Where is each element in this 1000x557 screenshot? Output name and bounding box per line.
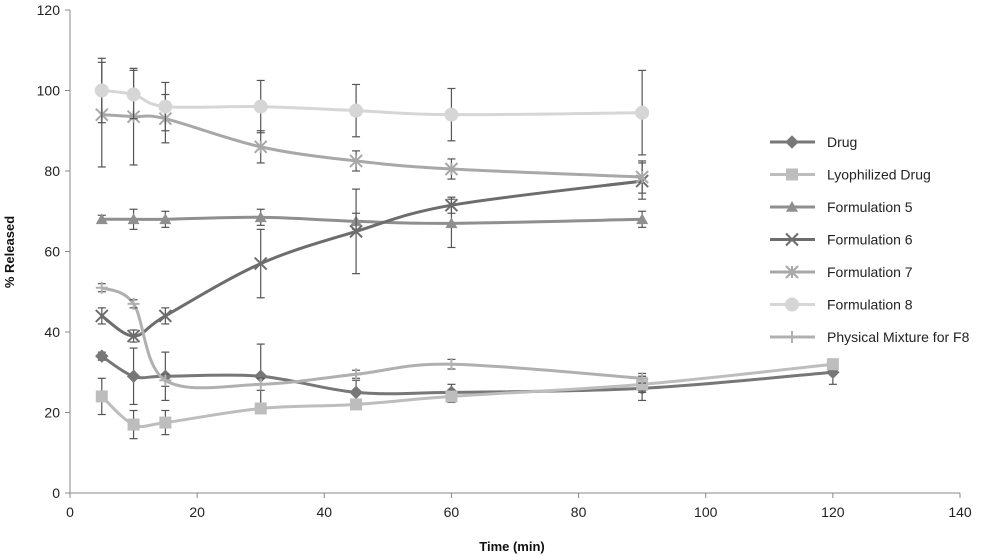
data-point (786, 331, 798, 343)
legend-item: Lyophilized Drug (770, 167, 931, 183)
legend-label: Drug (827, 134, 857, 150)
series-line (101, 286, 643, 390)
data-point (636, 213, 649, 225)
data-point (636, 372, 649, 385)
legend-label: Formulation 7 (827, 264, 913, 280)
data-point (127, 213, 140, 225)
data-point (253, 99, 268, 114)
data-point (785, 232, 799, 247)
x-ticks: 0 20 40 60 80 100 120 140 (66, 493, 972, 520)
data-point (159, 213, 172, 225)
x-tick-label: 20 (189, 504, 205, 520)
data-point (254, 402, 267, 415)
legend-label: Formulation 6 (827, 232, 913, 248)
data-point (126, 369, 141, 383)
y-axis-title: % Released (2, 216, 17, 288)
x-tick-label: 40 (316, 504, 332, 520)
legend-item: Formulation 8 (770, 297, 913, 313)
legend-item: Drug (770, 134, 857, 150)
data-point (127, 418, 140, 431)
x-tick-label: 120 (821, 504, 845, 520)
legend-label: Physical Mixture for F8 (827, 329, 970, 345)
data-point (635, 170, 649, 184)
data-point (635, 105, 650, 120)
data-point (786, 201, 798, 212)
plot-area (94, 57, 840, 440)
data-point (785, 265, 799, 279)
x-tick-label: 140 (948, 504, 972, 520)
series-formulation-7 (95, 61, 649, 194)
data-point (445, 217, 458, 229)
data-point (826, 358, 839, 371)
legend-item: Formulation 5 (770, 199, 913, 215)
data-point (158, 309, 173, 323)
data-point (95, 390, 108, 403)
data-point (159, 374, 172, 387)
legend-label: Formulation 8 (827, 297, 913, 313)
data-point (444, 198, 459, 212)
data-point (350, 368, 363, 381)
legend: Drug Lyophilized Drug Formulation 5 Formula… (770, 134, 970, 345)
series-formulation-5 (95, 198, 649, 249)
y-tick-label: 60 (44, 244, 60, 260)
data-point (444, 162, 459, 176)
data-point (95, 309, 109, 323)
data-point (127, 297, 140, 310)
data-point (349, 224, 363, 239)
data-point (636, 378, 649, 391)
y-tick-label: 20 (44, 405, 60, 421)
data-point (94, 83, 109, 98)
y-ticks: 0 20 40 60 80 100 120 (37, 2, 70, 501)
series-formulation-6 (95, 162, 649, 343)
series-line (101, 215, 643, 225)
data-point (349, 103, 364, 118)
data-point (254, 140, 268, 154)
y-tick-label: 80 (44, 163, 60, 179)
y-tick-label: 40 (44, 324, 60, 340)
legend-label: Formulation 5 (827, 199, 913, 215)
data-point (159, 416, 172, 429)
x-tick-label: 100 (694, 504, 718, 520)
legend-item: Formulation 7 (770, 264, 913, 280)
legend-label: Lyophilized Drug (827, 167, 931, 183)
data-point (95, 281, 108, 294)
data-point (786, 168, 798, 181)
data-point (254, 256, 268, 271)
data-point (350, 398, 363, 411)
data-point (254, 211, 267, 223)
series-line (100, 362, 834, 429)
data-point (126, 329, 141, 343)
y-tick-label: 120 (37, 2, 61, 18)
y-tick-label: 100 (37, 83, 61, 99)
series-line (100, 179, 643, 338)
x-tick-label: 80 (571, 504, 587, 520)
data-point (785, 135, 799, 149)
data-point (785, 297, 799, 312)
legend-item: Physical Mixture for F8 (770, 329, 970, 345)
data-point (126, 87, 141, 102)
data-point (254, 378, 267, 391)
x-axis-title: Time (min) (479, 539, 545, 554)
y-tick-label: 0 (52, 485, 60, 501)
series-physical-mixture-for-f8 (95, 281, 649, 391)
axes (69, 10, 960, 494)
data-point (445, 390, 458, 403)
series-lyophilized-drug (95, 358, 839, 440)
x-tick-label: 0 (66, 504, 74, 520)
series-line (101, 89, 643, 117)
data-point (349, 154, 363, 168)
series-line (101, 113, 643, 179)
series-formulation-8 (94, 57, 650, 156)
data-point (95, 349, 109, 363)
data-point (95, 213, 108, 225)
data-point (158, 99, 173, 114)
x-tick-label: 60 (444, 504, 460, 520)
data-point (444, 107, 459, 122)
data-point (445, 358, 458, 371)
legend-item: Formulation 6 (770, 232, 913, 248)
data-point (349, 385, 363, 400)
